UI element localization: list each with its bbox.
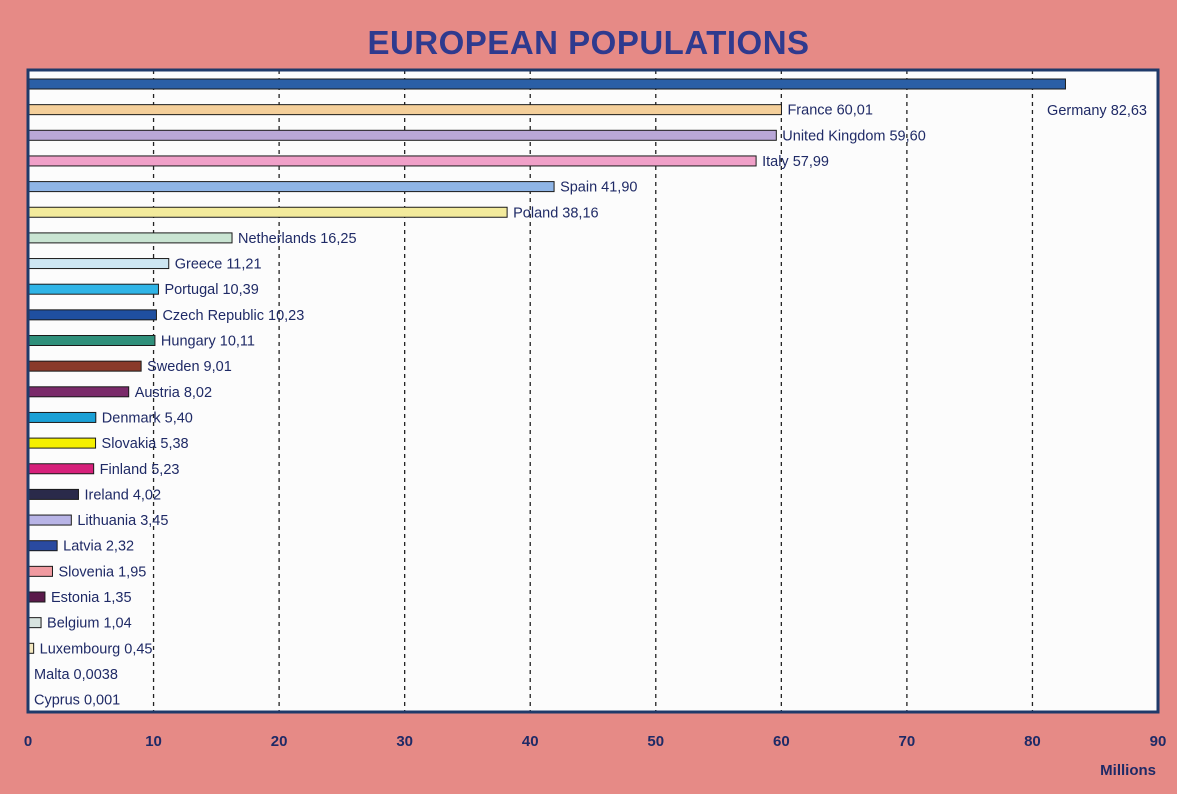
x-axis-ticks: 0 10 20 30 40 50 60 70 80 90	[24, 733, 1167, 750]
bar-hungary	[27, 335, 156, 346]
gridlines	[152, 70, 1034, 712]
bar-labels: Germany 82,63 France 60,01 United Kingdom …	[34, 103, 1147, 709]
bar-greece	[27, 258, 170, 270]
data-label: Greece 11,21	[175, 257, 262, 273]
bar-spain	[27, 181, 555, 193]
data-label: Portugal 10,39	[164, 282, 258, 298]
data-label: Denmark 5,40	[102, 410, 193, 426]
bar-poland	[27, 206, 508, 218]
bar-belgium	[27, 617, 42, 629]
x-tick-label: 40	[522, 733, 539, 750]
bar-slovakia	[27, 437, 97, 449]
data-label: Malta 0,0038	[34, 667, 118, 683]
data-label: Czech Republic 10,23	[162, 308, 304, 324]
data-label: Germany 82,63	[1047, 103, 1147, 119]
data-label: Spain 41,90	[560, 180, 637, 196]
bar-france	[27, 104, 782, 116]
chart-title: EUROPEAN POPULATIONS	[367, 24, 810, 61]
bar-germany	[27, 78, 1066, 90]
data-label: Cyprus 0,001	[34, 693, 120, 709]
data-label: Ireland 4,02	[84, 487, 161, 503]
data-label: France 60,01	[787, 103, 872, 119]
data-label: United Kingdom 59,60	[782, 128, 926, 144]
data-label: Estonia 1,35	[51, 590, 132, 606]
data-label: Sweden 9,01	[147, 359, 232, 375]
bar-portugal	[27, 283, 159, 295]
data-label: Lithuania 3,45	[77, 513, 168, 529]
bar-estonia	[27, 591, 46, 603]
data-label: Luxembourg 0,45	[40, 641, 153, 657]
x-tick-label: 90	[1150, 733, 1167, 750]
bar-lithuania	[27, 514, 72, 526]
bar-finland	[27, 463, 95, 475]
x-tick-label: 60	[773, 733, 790, 750]
x-tick-label: 20	[271, 733, 288, 750]
data-label: Netherlands 16,25	[238, 231, 357, 247]
bar-sweden	[27, 360, 142, 372]
bar-ireland	[27, 488, 79, 500]
bar-slovenia	[27, 565, 53, 577]
x-axis-title: Millions	[1100, 762, 1156, 779]
data-label: Slovenia 1,95	[58, 564, 146, 580]
x-tick-label: 50	[647, 733, 664, 750]
data-label: Hungary 10,11	[161, 334, 255, 350]
bar-netherlands	[27, 232, 233, 244]
plot-frame	[26, 68, 1160, 714]
bar-latvia	[27, 540, 58, 552]
bar-united-kingdom	[27, 129, 777, 141]
data-label: Belgium 1,04	[47, 616, 132, 632]
data-label: Italy 57,99	[762, 154, 829, 170]
x-tick-label: 80	[1024, 733, 1041, 750]
data-label: Slovakia 5,38	[102, 436, 189, 452]
bar-denmark	[27, 411, 97, 423]
bar-group	[27, 78, 1066, 654]
bar-czech-republic	[27, 309, 157, 321]
x-tick-label: 70	[899, 733, 916, 750]
bar-italy	[27, 155, 757, 167]
x-tick-label: 10	[145, 733, 162, 750]
x-tick-label: 30	[396, 733, 413, 750]
bar-austria	[27, 386, 130, 398]
data-label: Austria 8,02	[135, 385, 212, 401]
data-label: Poland 38,16	[513, 205, 598, 221]
plot-area	[28, 70, 1158, 712]
data-label: Finland 5,23	[100, 462, 180, 478]
x-tick-label: 0	[24, 733, 32, 750]
data-label: Latvia 2,32	[63, 539, 134, 555]
